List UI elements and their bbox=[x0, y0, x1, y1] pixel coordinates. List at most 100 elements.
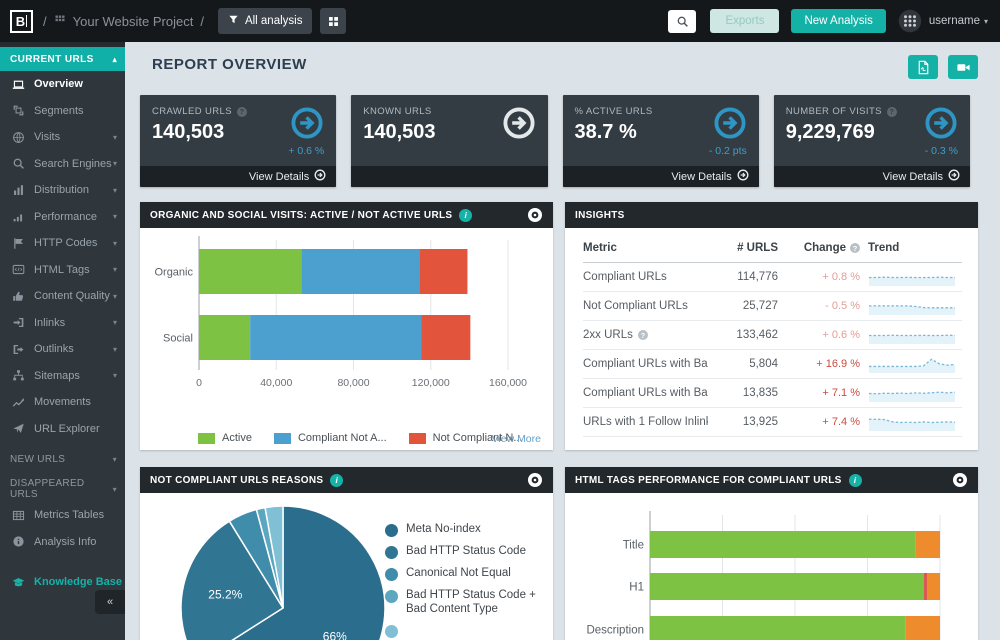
tag-icon bbox=[12, 265, 24, 275]
outlink-icon bbox=[13, 344, 23, 354]
sidebar-section-disappeared-urls[interactable]: DISAPPEARED URLS ▾ bbox=[0, 476, 125, 502]
circled-arrow-icon bbox=[737, 169, 749, 181]
sidebar-item-outlinks[interactable]: Outlinks ▾ bbox=[0, 336, 125, 363]
circled-arrow-icon bbox=[948, 169, 960, 181]
sidebar: CURRENT URLS ▴ Overview Segments Visits ▾ Se… bbox=[0, 42, 125, 640]
table-row[interactable]: Compliant URLs with Bad H1 5,804 + 16.9 % bbox=[583, 350, 962, 379]
table-icon bbox=[12, 510, 24, 520]
user-menu[interactable]: username ▾ bbox=[929, 15, 988, 27]
sidebar-collapse-button[interactable]: « bbox=[95, 590, 125, 614]
sidebar-item-performance[interactable]: Performance ▾ bbox=[0, 204, 125, 231]
video-button[interactable] bbox=[948, 55, 978, 79]
current-urls-label: CURRENT URLS bbox=[10, 53, 94, 65]
column-urls: # URLS bbox=[737, 242, 778, 254]
kpi-label: % ACTIVE URLS bbox=[574, 106, 653, 117]
chevron-down-icon: ▾ bbox=[112, 265, 117, 275]
view-details-link[interactable]: View Details bbox=[773, 166, 970, 187]
exports-button[interactable]: Exports bbox=[710, 9, 780, 33]
legend-item-other bbox=[385, 624, 543, 638]
linechart-icon bbox=[12, 397, 24, 407]
url-count: 13,835 bbox=[742, 387, 778, 399]
search-icon bbox=[677, 16, 688, 27]
main-content: REPORT OVERVIEW CRAWLED URLS ? 140,503 + 0… bbox=[125, 42, 1000, 640]
help-icon[interactable]: ? bbox=[637, 330, 648, 340]
sidebar-section-new-urls[interactable]: NEW URLS ▾ bbox=[0, 446, 125, 472]
user-avatar[interactable] bbox=[898, 9, 922, 33]
barchart-icon bbox=[13, 184, 23, 195]
sidebar-item-overview[interactable]: Overview bbox=[0, 71, 125, 98]
panel-header: NOT COMPLIANT URLS REASONS i bbox=[140, 467, 553, 493]
info-icon[interactable]: i bbox=[848, 473, 862, 487]
search-button[interactable] bbox=[668, 9, 697, 33]
sidebar-item-search-engines[interactable]: Search Engines ▾ bbox=[0, 151, 125, 178]
chevron-down-icon: ▾ bbox=[112, 185, 117, 195]
table-row[interactable]: Not Compliant URLs 25,727 - 0.5 % bbox=[583, 292, 962, 321]
logo[interactable]: B bbox=[10, 9, 33, 33]
kpi-card-known-urls: KNOWN URLS 140,503 bbox=[351, 95, 548, 187]
sitemap-icon bbox=[12, 370, 24, 381]
view-details-link[interactable]: View Details bbox=[562, 166, 759, 187]
panel-not-compliant-reasons: NOT COMPLIANT URLS REASONS i 66% 25.2% Me… bbox=[140, 467, 553, 640]
sidebar-item-sitemaps[interactable]: Sitemaps ▾ bbox=[0, 363, 125, 390]
chevron-up-icon: ▴ bbox=[112, 54, 117, 64]
all-analysis-label: All analysis bbox=[244, 15, 303, 27]
sidebar-item-analysis-info[interactable]: Analysis Info bbox=[0, 529, 125, 556]
sidebar-item-segments[interactable]: Segments bbox=[0, 98, 125, 125]
sidebar-item-label: Performance bbox=[34, 210, 97, 223]
apps-grid-button[interactable] bbox=[320, 8, 347, 34]
organic-social-chart: 0 40,000 80,000 120,000 160,000 Organic Social bbox=[140, 228, 553, 425]
table-row[interactable]: Compliant URLs with Bad Descri... 13,835 +… bbox=[583, 379, 962, 408]
sidebar-item-html-tags[interactable]: HTML Tags ▾ bbox=[0, 257, 125, 284]
sidebar-item-metrics-tables[interactable]: Metrics Tables bbox=[0, 502, 125, 529]
apps-grid-icon bbox=[329, 16, 338, 26]
kpi-detail-arrow[interactable] bbox=[502, 106, 536, 140]
html-tags-chart-svg: Title H1 Description bbox=[586, 511, 941, 640]
info-icon[interactable]: i bbox=[330, 473, 344, 487]
new-analysis-button[interactable]: New Analysis bbox=[791, 9, 886, 33]
username-label: username bbox=[928, 15, 980, 27]
chevron-down-icon: ▾ bbox=[112, 159, 117, 169]
kpi-detail-arrow[interactable] bbox=[713, 106, 747, 140]
sidebar-item-visits[interactable]: Visits ▾ bbox=[0, 124, 125, 151]
sidebar-item-movements[interactable]: Movements bbox=[0, 389, 125, 416]
url-count: 25,727 bbox=[742, 300, 778, 312]
kpi-change: + 0.6 % bbox=[288, 145, 325, 157]
sidebar-item-label: Metrics Tables bbox=[34, 509, 105, 522]
view-details-link[interactable]: View Details bbox=[140, 166, 337, 187]
export-pdf-button[interactable] bbox=[908, 55, 938, 79]
sidebar-item-url-explorer[interactable]: URL Explorer bbox=[0, 416, 125, 443]
circled-arrow-icon bbox=[314, 169, 326, 181]
sidebar-item-inlinks[interactable]: Inlinks ▾ bbox=[0, 310, 125, 337]
help-icon[interactable]: ? bbox=[236, 106, 247, 117]
table-row[interactable]: URLs with 1 Follow Inlink 13,925 + 7.4 % bbox=[583, 408, 962, 437]
circled-arrow-icon bbox=[291, 107, 323, 139]
table-row[interactable]: 2xx URLs ? 133,462 + 0.6 % bbox=[583, 321, 962, 350]
sidebar-section-current-urls[interactable]: CURRENT URLS ▴ bbox=[0, 47, 125, 71]
bar-segment-warning bbox=[915, 531, 940, 558]
bar-segment-good bbox=[650, 616, 906, 640]
table-row[interactable]: Compliant URLs 114,776 + 0.8 % bbox=[583, 263, 962, 292]
sidebar-item-http-codes[interactable]: HTTP Codes ▾ bbox=[0, 230, 125, 257]
sidebar-item-knowledge-base[interactable]: Knowledge Base bbox=[0, 569, 125, 596]
legend-label: Bad HTTP Status Code + Bad Content Type bbox=[406, 589, 536, 615]
legend-label: Bad HTTP Status Code bbox=[406, 545, 526, 557]
sidebar-item-distribution[interactable]: Distribution ▾ bbox=[0, 177, 125, 204]
help-icon[interactable]: ? bbox=[886, 106, 897, 117]
gear-icon[interactable] bbox=[952, 472, 968, 488]
metric-label: Not Compliant URLs bbox=[583, 300, 688, 312]
breadcrumb-project-name[interactable]: Your Website Project bbox=[72, 13, 194, 29]
gear-icon[interactable] bbox=[527, 207, 543, 223]
info-icon[interactable]: i bbox=[459, 208, 473, 222]
column-metric: Metric bbox=[583, 242, 617, 254]
sidebar-item-content-quality[interactable]: Content Quality ▾ bbox=[0, 283, 125, 310]
legend-label: Compliant Not A... bbox=[297, 432, 387, 444]
all-analysis-button[interactable]: All analysis bbox=[217, 8, 313, 34]
view-more-link[interactable]: View More bbox=[491, 433, 541, 445]
gear-icon[interactable] bbox=[527, 472, 543, 488]
sidebar-item-label: Movements bbox=[34, 396, 91, 409]
view-details-label: View Details bbox=[248, 170, 310, 183]
help-icon[interactable]: ? bbox=[850, 243, 860, 253]
circled-arrow-icon bbox=[714, 107, 746, 139]
kpi-detail-arrow[interactable] bbox=[924, 106, 958, 140]
kpi-detail-arrow[interactable] bbox=[290, 106, 324, 140]
